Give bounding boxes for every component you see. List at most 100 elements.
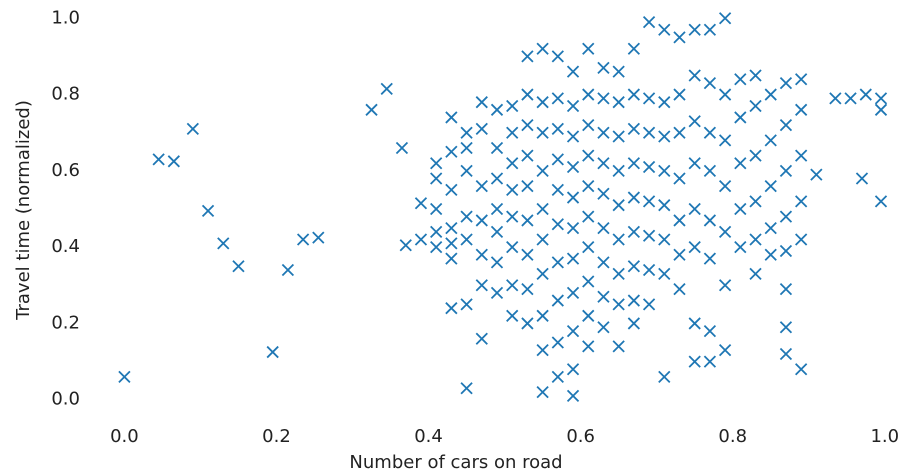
point [551, 153, 564, 166]
point [597, 92, 610, 105]
point [506, 99, 519, 113]
point [829, 92, 842, 105]
point [597, 187, 610, 200]
point [658, 370, 671, 383]
point [673, 282, 686, 296]
point [521, 179, 534, 193]
point [703, 252, 717, 265]
point [703, 324, 717, 338]
point [612, 340, 625, 353]
point [521, 88, 534, 101]
point [551, 370, 564, 383]
y-tick-label: 0.0 [51, 389, 80, 410]
point [445, 183, 458, 197]
point [521, 118, 534, 132]
point [430, 241, 443, 254]
point [460, 382, 473, 395]
point [380, 82, 393, 95]
point [597, 256, 610, 269]
point [566, 363, 580, 376]
point [658, 23, 671, 36]
point [506, 183, 519, 197]
point [688, 241, 701, 254]
point [673, 126, 686, 139]
point [688, 69, 701, 82]
point [475, 248, 488, 261]
point [795, 363, 808, 376]
point [658, 130, 671, 143]
point [779, 164, 793, 177]
point [658, 233, 671, 246]
point [551, 294, 564, 307]
point [779, 282, 793, 296]
point [779, 118, 793, 132]
point [642, 126, 656, 139]
y-tick-label: 0.4 [51, 236, 80, 257]
point [749, 233, 762, 246]
point [521, 50, 534, 63]
point [749, 99, 762, 113]
point [582, 149, 595, 162]
point [566, 286, 580, 300]
point [232, 260, 245, 273]
point [566, 65, 580, 78]
point [414, 197, 428, 210]
point [673, 31, 686, 44]
point [566, 191, 580, 204]
point [152, 153, 165, 166]
point [642, 160, 656, 174]
point [718, 88, 732, 101]
point [612, 298, 625, 311]
point [627, 191, 641, 204]
x-tick-label: 0.4 [414, 426, 443, 447]
point [490, 256, 504, 269]
point [551, 336, 564, 349]
point [460, 141, 473, 155]
point [521, 248, 534, 261]
point [475, 332, 488, 345]
point [597, 126, 610, 139]
point [855, 172, 869, 185]
y-axis-label: Travel time (normalized) [13, 100, 34, 321]
point [475, 96, 488, 109]
point [718, 279, 732, 292]
point [844, 92, 857, 105]
point [566, 99, 580, 113]
point [551, 183, 564, 197]
point [718, 225, 732, 239]
point [688, 23, 701, 36]
point [764, 221, 777, 235]
point [688, 317, 701, 330]
point [460, 233, 473, 246]
point [642, 195, 656, 208]
point [551, 122, 564, 136]
point [597, 157, 610, 170]
point [673, 248, 686, 261]
x-tick-label: 0.0 [110, 426, 139, 447]
point [627, 122, 641, 136]
point [490, 172, 504, 185]
point [718, 344, 732, 357]
point [536, 96, 549, 109]
point [582, 118, 595, 132]
point [795, 103, 808, 116]
point [734, 73, 747, 86]
point [764, 88, 777, 101]
point [566, 324, 580, 338]
point [582, 241, 595, 254]
x-axis-label: Number of cars on road [349, 452, 562, 473]
point [749, 195, 762, 208]
point [445, 237, 458, 250]
point [551, 256, 564, 269]
point [688, 115, 701, 128]
point [597, 221, 610, 235]
point [399, 239, 412, 252]
point [810, 168, 823, 181]
point [475, 122, 488, 136]
point [475, 179, 488, 193]
point [365, 103, 378, 116]
y-tick-label: 1.0 [51, 7, 80, 28]
point [460, 164, 473, 177]
point [703, 164, 717, 177]
point [536, 267, 549, 280]
